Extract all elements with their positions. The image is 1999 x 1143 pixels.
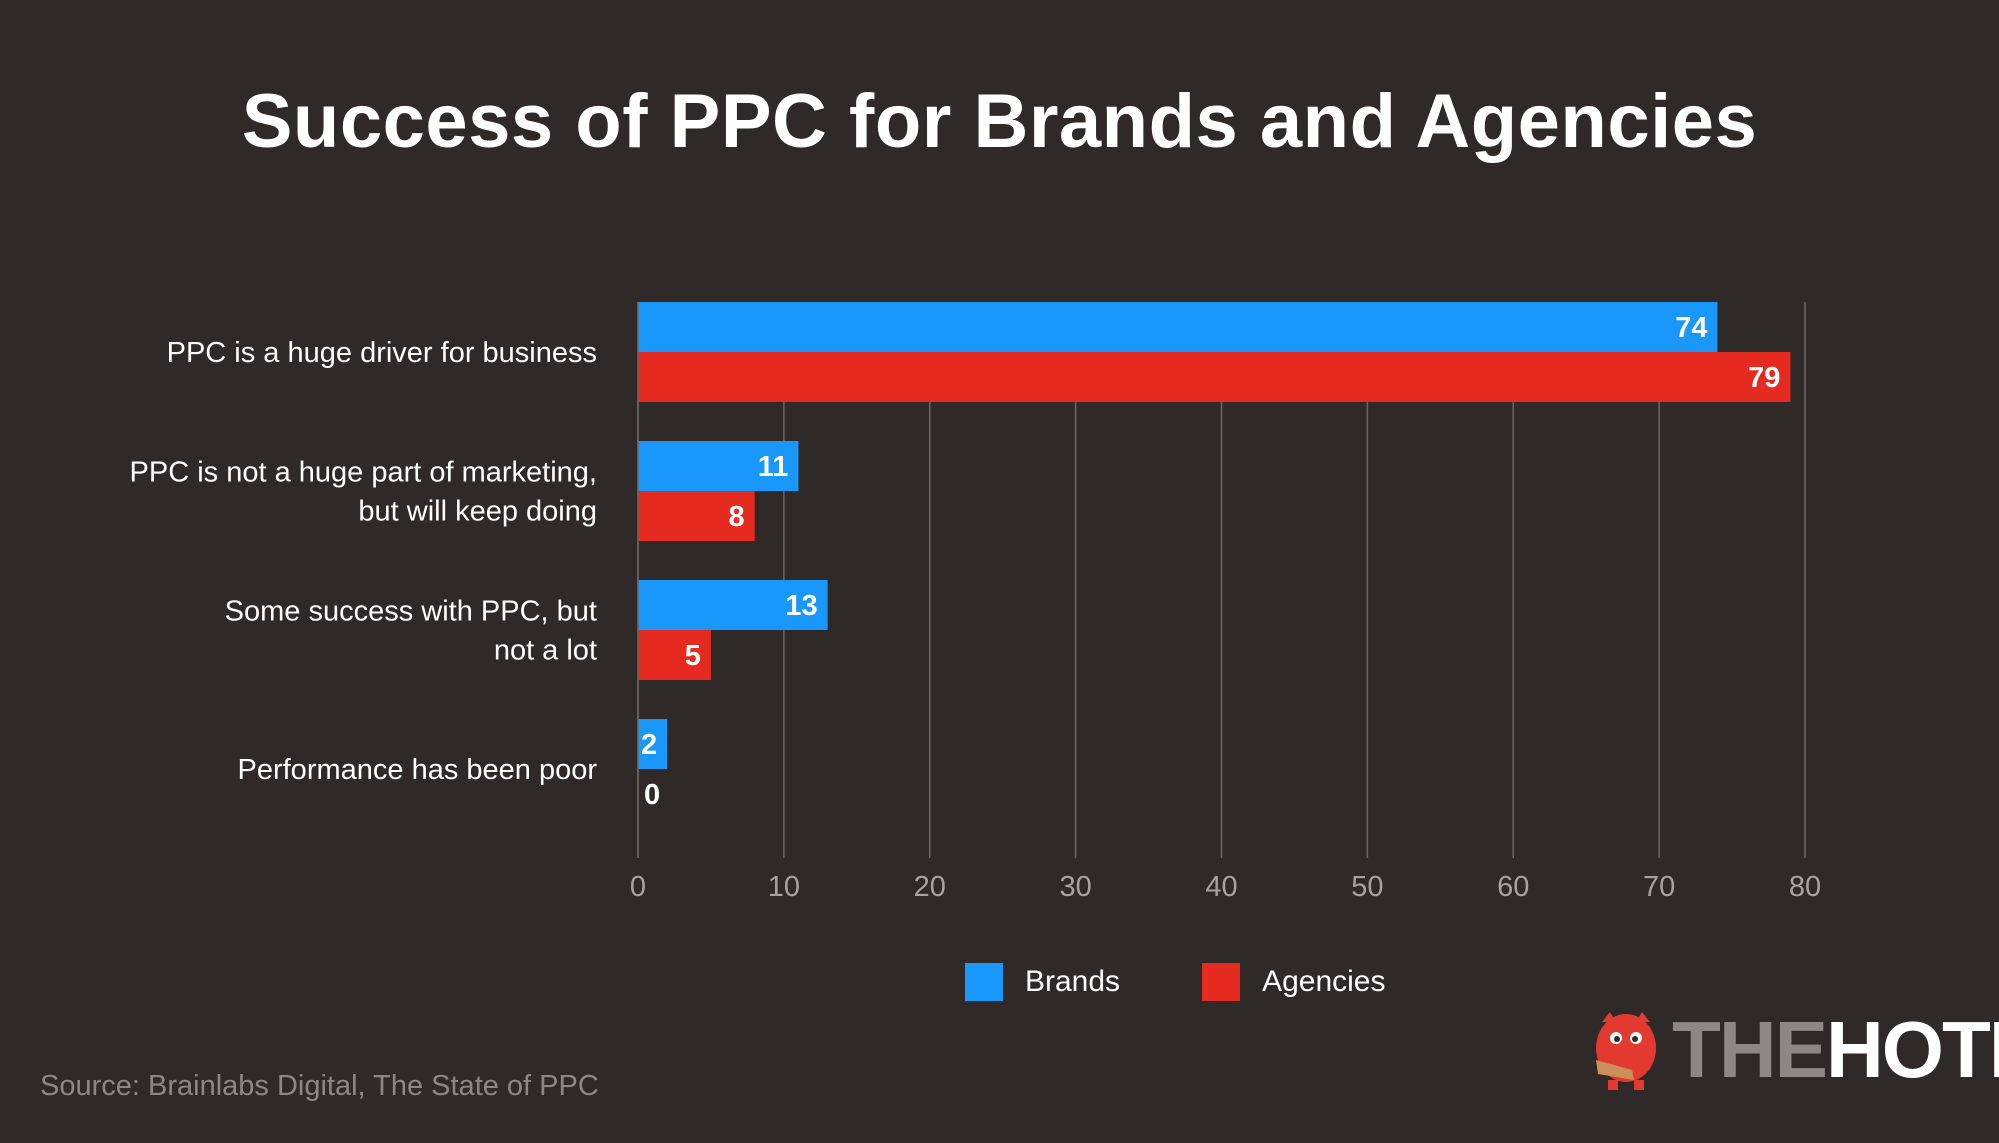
legend-label-brands: Brands — [1025, 965, 1121, 998]
x-tick-label-40: 40 — [1205, 871, 1237, 903]
category-label-line: Performance has been poor — [238, 754, 598, 786]
category-label-3: Some success with PPC, but not a lot — [225, 596, 597, 667]
value-label-agencies-4: 0 — [644, 779, 660, 811]
x-tick-label-80: 80 — [1789, 871, 1821, 903]
value-label-brands-3: 13 — [785, 590, 817, 622]
logo-wordmark: THEHOTH — [1672, 1010, 1999, 1090]
x-tick-label-70: 70 — [1643, 871, 1675, 903]
bar-agencies-1 — [638, 352, 1791, 402]
legend-item-brands[interactable]: Brands — [965, 963, 1120, 1001]
bar-brands-1 — [638, 302, 1718, 352]
legend: Brands Agencies — [965, 963, 1467, 1001]
value-label-brands-1: 74 — [1675, 312, 1707, 344]
bar-brands-3 — [638, 580, 828, 630]
bar-agencies-2 — [638, 491, 755, 541]
category-label-line: PPC is not a huge part of marketing, — [130, 457, 597, 489]
legend-label-agencies: Agencies — [1262, 965, 1386, 998]
bar-brands-4 — [638, 719, 668, 769]
value-label-agencies-1: 79 — [1748, 362, 1780, 394]
category-label-2: PPC is not a huge part of marketing, but … — [130, 457, 597, 528]
x-tick-label-30: 30 — [1059, 871, 1091, 903]
category-label-line: not a lot — [494, 635, 597, 667]
category-label-line: but will keep doing — [358, 496, 597, 528]
x-tick-label-60: 60 — [1497, 871, 1529, 903]
thehoth-logo[interactable]: THEHOTH — [1592, 1008, 1999, 1092]
value-label-agencies-2: 8 — [729, 501, 745, 533]
category-label-4: Performance has been poor — [238, 754, 598, 786]
value-label-agencies-3: 5 — [685, 640, 701, 672]
value-label-brands-2: 11 — [758, 451, 789, 483]
bar-brands-2 — [638, 441, 799, 491]
legend-item-agencies[interactable]: Agencies — [1202, 963, 1385, 1001]
logo-the: THE — [1672, 1005, 1828, 1094]
legend-swatch-agencies — [1202, 963, 1241, 1001]
x-tick-label-0: 0 — [630, 871, 646, 903]
value-label-brands-4: 2 — [641, 729, 657, 761]
logo-hoth: HOTH — [1826, 1005, 1999, 1094]
category-label-1: PPC is a huge driver for business — [167, 337, 597, 369]
legend-swatch-brands — [965, 963, 1003, 1001]
x-tick-label-20: 20 — [914, 871, 946, 903]
hoth-monster-icon — [1596, 1012, 1656, 1090]
source-note: Source: Brainlabs Digital, The State of … — [40, 1070, 599, 1102]
chart-title: Success of PPC for Brands and Agencies — [241, 79, 1758, 164]
bar-agencies-3 — [638, 630, 711, 680]
category-label-line: Some success with PPC, but — [225, 596, 597, 628]
x-tick-label-10: 10 — [768, 871, 800, 903]
category-label-line: PPC is a huge driver for business — [167, 337, 597, 369]
x-tick-label-50: 50 — [1351, 871, 1383, 903]
